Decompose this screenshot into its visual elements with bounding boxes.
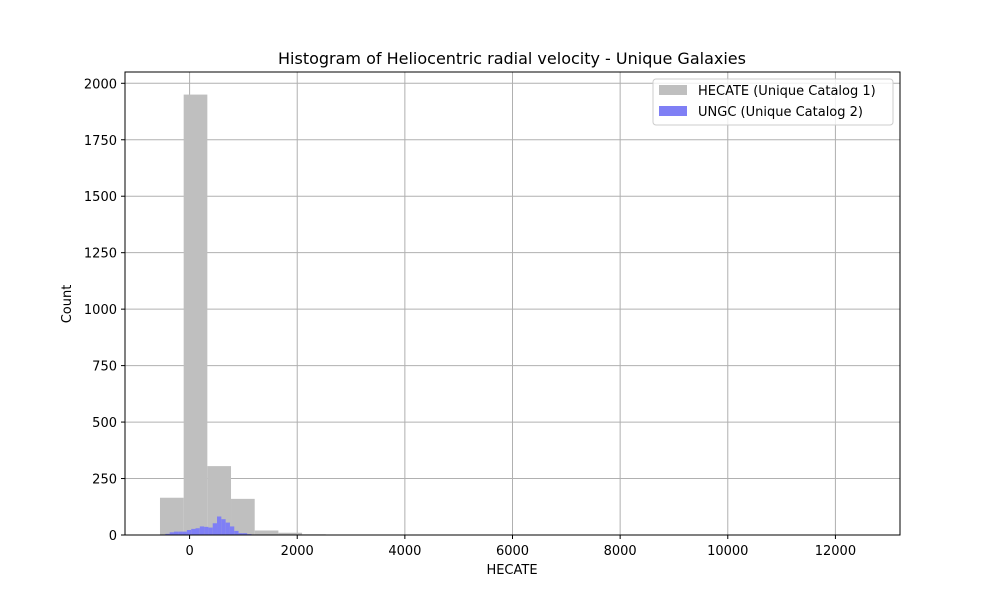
- ungc-bar: [195, 528, 200, 535]
- ungc-bar: [178, 531, 183, 535]
- ungc-bar: [199, 526, 205, 535]
- x-tick-label: 10000: [707, 544, 748, 559]
- ungc-bar: [242, 533, 248, 535]
- legend-label-ungc: UNGC (Unique Catalog 2): [698, 105, 863, 120]
- hecate-bar: [207, 466, 232, 535]
- series-0-bars: [159, 94, 397, 536]
- ungc-bar: [204, 526, 209, 535]
- hecate-bar: [183, 94, 208, 536]
- x-tick-label: 2000: [281, 544, 314, 559]
- ungc-bar: [165, 533, 170, 535]
- legend-swatch-hecate: [659, 85, 687, 95]
- x-tick-label: 6000: [496, 544, 529, 559]
- ungc-bar: [221, 519, 226, 535]
- x-tick-label: 12000: [815, 544, 856, 559]
- x-tick-label: 0: [185, 544, 193, 559]
- ungc-bar: [238, 533, 243, 535]
- ungc-bar: [234, 530, 239, 535]
- hecate-bar: [254, 530, 279, 535]
- y-axis-label: Count: [60, 285, 75, 324]
- legend: HECATE (Unique Catalog 1) UNGC (Unique C…: [652, 78, 894, 126]
- ticks: 0 2000 4000 6000 8000 10000 12000 0 250 500 750 100…: [84, 77, 856, 559]
- x-tick-label: 4000: [388, 544, 421, 559]
- y-tick-label: 250: [92, 473, 117, 488]
- ungc-bar: [191, 528, 196, 535]
- ungc-bar: [225, 522, 230, 535]
- hecate-bar: [278, 532, 303, 535]
- y-tick-label: 1000: [84, 303, 117, 318]
- hecate-bar: [231, 498, 255, 535]
- ungc-bar: [186, 530, 192, 535]
- y-tick-label: 500: [92, 416, 117, 431]
- legend-box: [652, 78, 894, 126]
- y-tick-label: 1750: [84, 134, 117, 149]
- ungc-bar: [169, 532, 174, 535]
- x-axis-label: HECATE: [486, 563, 537, 578]
- y-tick-label: 2000: [84, 77, 117, 92]
- y-tick-label: 0: [109, 529, 117, 544]
- ungc-bar: [217, 516, 222, 535]
- ungc-bar: [173, 531, 179, 535]
- ungc-bar: [182, 531, 187, 535]
- legend-swatch-ungc: [659, 106, 687, 116]
- ungc-bar: [208, 527, 213, 535]
- legend-label-hecate: HECATE (Unique Catalog 1): [698, 84, 876, 99]
- bars: [159, 94, 866, 536]
- ungc-bar: [212, 523, 218, 535]
- hecate-bar: [159, 497, 184, 535]
- y-tick-label: 750: [92, 360, 117, 375]
- ungc-bar: [229, 526, 235, 535]
- x-tick-label: 8000: [604, 544, 637, 559]
- chart-title: Histogram of Heliocentric radial velocit…: [278, 49, 746, 68]
- y-tick-label: 1250: [84, 247, 117, 262]
- y-tick-label: 1500: [84, 190, 117, 205]
